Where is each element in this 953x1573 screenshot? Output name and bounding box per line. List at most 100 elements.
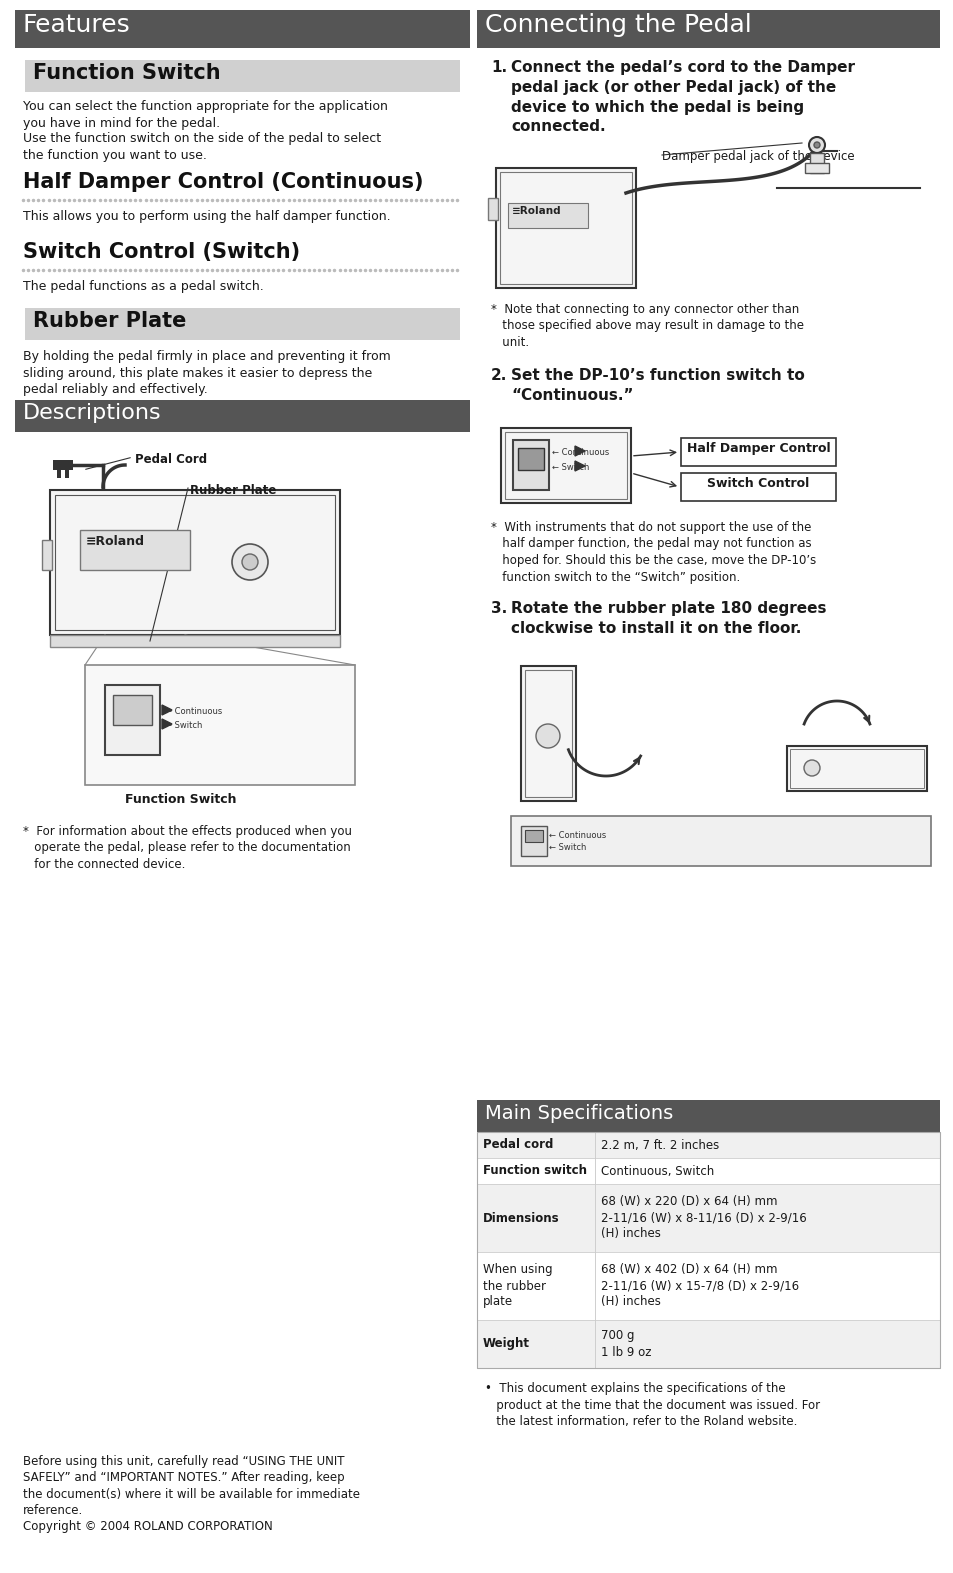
Bar [520,826,546,856]
Circle shape [808,137,824,153]
Bar [65,470,69,478]
Bar [789,749,923,788]
Text: Descriptions: Descriptions [23,403,161,423]
Text: Features: Features [23,13,131,38]
Bar [520,665,576,801]
Text: *  For information about the effects produced when you
   operate the pedal, ple: * For information about the effects prod… [23,824,352,871]
Text: Rubber Plate: Rubber Plate [190,484,276,497]
Text: Rotate the rubber plate 180 degrees
clockwise to install it on the floor.: Rotate the rubber plate 180 degrees cloc… [511,601,825,635]
Bar [42,540,52,569]
Bar [476,1133,595,1158]
Bar [507,203,587,228]
Circle shape [536,724,559,749]
Text: 2.2 m, 7 ft. 2 inches: 2.2 m, 7 ft. 2 inches [600,1139,719,1151]
Bar [524,670,572,798]
Text: Function Switch: Function Switch [125,793,236,805]
Bar [476,9,939,49]
Text: ← Continuous: ← Continuous [548,831,605,840]
Bar [57,470,61,478]
Text: Damper pedal jack of the device: Damper pedal jack of the device [661,149,854,164]
Text: Function switch: Function switch [482,1164,586,1178]
Bar [476,1184,595,1252]
Text: 68 (W) x 402 (D) x 64 (H) mm
2-11/16 (W) x 15-7/8 (D) x 2-9/16
(H) inches: 68 (W) x 402 (D) x 64 (H) mm 2-11/16 (W)… [600,1263,799,1309]
Circle shape [232,544,268,580]
Bar [105,684,160,755]
Text: By holding the pedal firmly in place and preventing it from
sliding around, this: By holding the pedal firmly in place and… [23,351,391,396]
Bar [804,164,828,173]
Text: ← Continuous: ← Continuous [552,448,609,458]
Bar [25,60,459,91]
Bar [517,448,543,470]
Text: ← Switch: ← Switch [552,462,589,472]
Text: *  Note that connecting to any connector other than
   those specified above may: * Note that connecting to any connector … [491,304,803,349]
Text: Half Damper Control (Continuous): Half Damper Control (Continuous) [23,171,423,192]
Text: Pedal Cord: Pedal Cord [135,453,207,466]
Text: ≡Roland: ≡Roland [86,535,145,547]
Text: When using
the rubber
plate: When using the rubber plate [482,1263,552,1309]
Bar [680,437,835,466]
Polygon shape [162,705,172,716]
Polygon shape [575,461,584,470]
Text: Pedal cord: Pedal cord [482,1139,553,1151]
Bar [50,635,339,647]
Text: 68 (W) x 220 (D) x 64 (H) mm
2-11/16 (W) x 8-11/16 (D) x 2-9/16
(H) inches: 68 (W) x 220 (D) x 64 (H) mm 2-11/16 (W)… [600,1195,806,1241]
Text: Switch Control (Switch): Switch Control (Switch) [23,242,300,263]
Bar [680,473,835,500]
Polygon shape [575,447,584,456]
Text: Rubber Plate: Rubber Plate [33,311,186,330]
Bar [25,308,459,340]
Bar [476,1158,939,1184]
Text: •  This document explains the specifications of the
   product at the time that : • This document explains the specificati… [484,1383,820,1428]
Bar [476,1252,595,1320]
Text: *  With instruments that do not support the use of the
   half damper function, : * With instruments that do not support t… [491,521,816,584]
Text: ← Switch: ← Switch [548,843,586,853]
Text: Continuous, Switch: Continuous, Switch [600,1164,714,1178]
Circle shape [242,554,257,569]
Bar [504,433,626,499]
Text: The pedal functions as a pedal switch.: The pedal functions as a pedal switch. [23,280,263,293]
Bar [476,1158,595,1184]
Text: 700 g
1 lb 9 oz: 700 g 1 lb 9 oz [600,1329,651,1359]
Bar [476,1100,939,1133]
Polygon shape [162,719,172,728]
Bar [476,1320,595,1369]
Bar [53,459,73,470]
Text: Use the function switch on the side of the pedal to select
the function you want: Use the function switch on the side of t… [23,132,381,162]
Bar [809,153,823,173]
Bar [476,1133,939,1369]
Bar [80,530,190,569]
Bar [476,1133,939,1158]
Text: 3.: 3. [491,601,507,617]
Bar [55,495,335,631]
Bar [85,665,355,785]
Text: Set the DP-10’s function switch to
“Continuous.”: Set the DP-10’s function switch to “Cont… [511,368,804,403]
Bar [500,428,630,503]
Text: Function Switch: Function Switch [33,63,220,83]
Bar [15,9,470,49]
Text: Dimensions: Dimensions [482,1211,559,1224]
Text: You can select the function appropriate for the application
you have in mind for: You can select the function appropriate … [23,101,388,129]
Text: Connecting the Pedal: Connecting the Pedal [484,13,751,38]
Bar [496,168,636,288]
Bar [476,1320,939,1369]
Bar [499,171,631,285]
Text: ← Continuous: ← Continuous [165,706,222,716]
Text: 1.: 1. [491,60,507,76]
Text: Half Damper Control: Half Damper Control [686,442,829,455]
Text: ≡Roland: ≡Roland [512,206,561,216]
Bar [476,1184,939,1252]
Bar [488,198,497,220]
Text: Before using this unit, carefully read “USING THE UNIT
SAFELY” and “IMPORTANT NO: Before using this unit, carefully read “… [23,1455,359,1518]
Text: Connect the pedal’s cord to the Damper
pedal jack (or other Pedal jack) of the
d: Connect the pedal’s cord to the Damper p… [511,60,854,134]
Circle shape [803,760,820,775]
Text: Switch Control: Switch Control [706,477,809,491]
Bar [524,831,542,842]
Text: 2.: 2. [491,368,507,382]
Bar [511,816,930,867]
Text: Weight: Weight [482,1337,530,1351]
Bar [513,440,548,491]
Bar [50,491,339,635]
Bar [786,746,926,791]
Text: Copyright © 2004 ROLAND CORPORATION: Copyright © 2004 ROLAND CORPORATION [23,1520,273,1534]
Bar [476,1252,939,1320]
